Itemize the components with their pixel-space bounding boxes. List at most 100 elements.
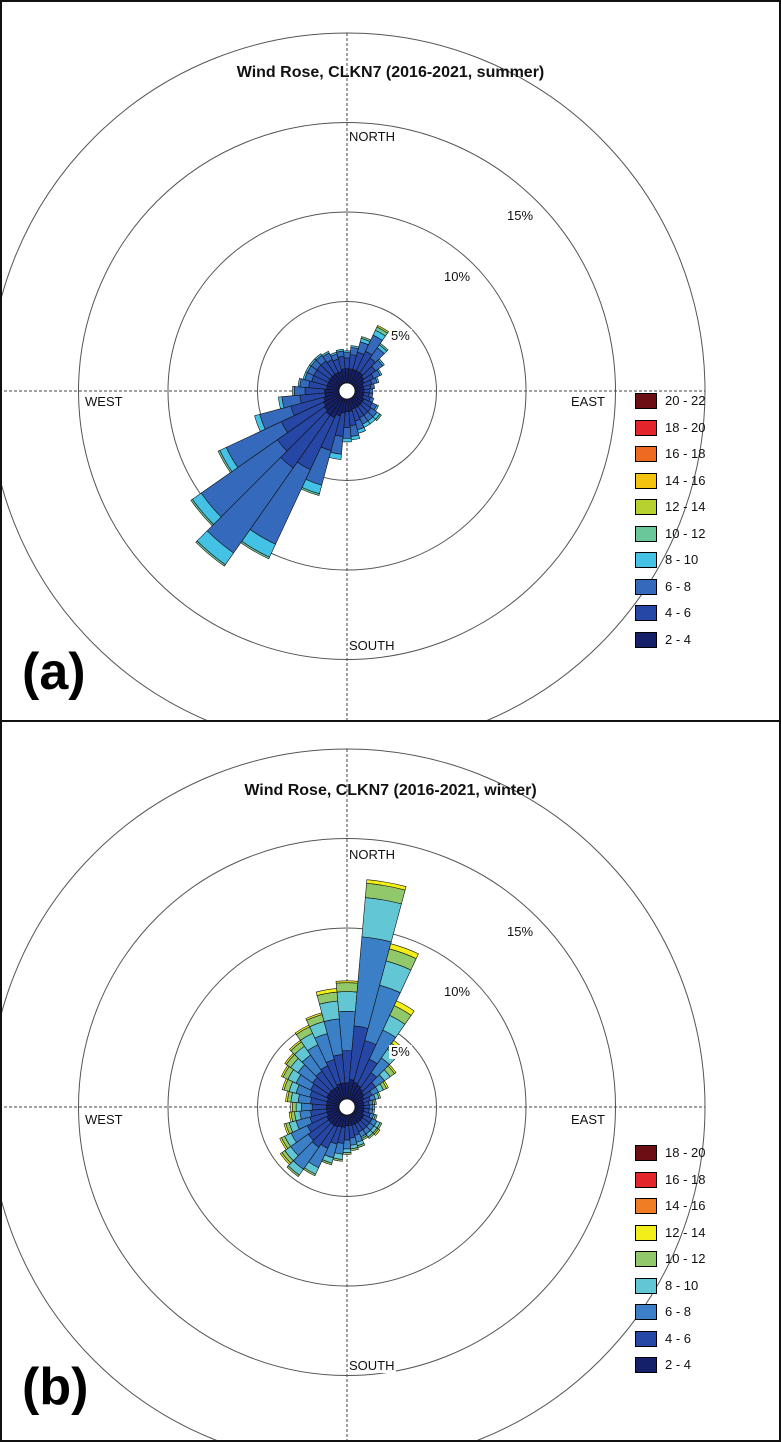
- legend-swatch: [635, 1277, 657, 1294]
- legend-entry: 10 - 12: [635, 1248, 765, 1270]
- legend-label: 16 - 18: [665, 1171, 706, 1187]
- sector-70-bin-3: [374, 376, 380, 384]
- legend-swatch: [635, 525, 657, 542]
- sector-140-bin-4: [367, 1132, 375, 1139]
- sector-270-bin-3: [295, 1102, 302, 1112]
- legend-entry: 6 - 8: [635, 1301, 765, 1323]
- legend-entry: 4 - 6: [635, 1328, 765, 1350]
- legend-swatch: [635, 419, 657, 436]
- sector-10-bin-5: [366, 879, 407, 891]
- sector-230-bin-4: [190, 498, 214, 527]
- sector-270-bin-3: [292, 385, 295, 397]
- sector-40-bin-4: [378, 342, 389, 352]
- direction-label-south: SOUTH: [348, 1358, 396, 1373]
- legend-entry: 16 - 18: [635, 1169, 765, 1191]
- sector-70-bin-4: [376, 1091, 382, 1099]
- legend-label: 4 - 6: [665, 605, 692, 620]
- sector-50-bin-3: [377, 358, 385, 367]
- legend-entry: 6 - 8: [635, 576, 765, 598]
- legend-swatch: [635, 1224, 657, 1241]
- sector-80-bin-4: [373, 1099, 377, 1105]
- sector-60-bin-5: [382, 1080, 389, 1089]
- sector-270-bin-2: [293, 386, 306, 396]
- legend-label: 10 - 12: [665, 1251, 706, 1266]
- sector-180-bin-2: [343, 1139, 351, 1150]
- legend-label: 18 - 20: [665, 419, 706, 435]
- legend-label: 6 - 8: [665, 1304, 692, 1319]
- legend-label: 12 - 14: [665, 499, 706, 514]
- legend-label: 2 - 4: [665, 1357, 692, 1372]
- sector-30-bin-5: [393, 1000, 415, 1016]
- legend-label: 20 - 22: [665, 393, 706, 408]
- legend-label: 8 - 10: [665, 1277, 699, 1293]
- sector-180-bin-4: [342, 1152, 352, 1155]
- panel-label: (b): [22, 1358, 89, 1416]
- sector-260-bin-3: [278, 396, 285, 410]
- sector-50-bin-5: [387, 1064, 397, 1075]
- sector-230-bin-5: [279, 1152, 292, 1165]
- sector-130-bin-5: [373, 1128, 381, 1136]
- legend-entry: 2 - 4: [635, 1354, 765, 1376]
- center-calm-circle: [338, 382, 356, 400]
- sector-240-bin-4: [217, 449, 233, 474]
- legend-entry: 12 - 14: [635, 496, 765, 518]
- direction-label-east: EAST: [570, 394, 606, 409]
- wind-rose-panel-winter: Wind Rose, CLKN7 (2016-2021, winter) NOR…: [0, 720, 781, 1442]
- ring-label-5: 5%: [389, 328, 412, 343]
- legend-swatch: [635, 552, 657, 568]
- legend-swatch: [635, 1304, 657, 1320]
- legend-swatch: [635, 1198, 657, 1214]
- ring-label-10: 10%: [442, 269, 473, 284]
- legend-entry: 2 - 4: [635, 629, 765, 651]
- sector-30-bin-5: [376, 324, 389, 334]
- sector-90-bin-2: [368, 388, 374, 394]
- legend-entry: 4 - 6: [635, 602, 765, 624]
- sector-240-bin-5: [279, 1137, 289, 1150]
- legend-entry: 14 - 16: [635, 1195, 765, 1217]
- sector-20-bin-5: [389, 943, 419, 960]
- legend-swatch: [635, 1357, 657, 1373]
- legend-swatch: [635, 1145, 657, 1161]
- legend-label: 2 - 4: [665, 631, 692, 647]
- legend-entry: 14 - 16: [635, 470, 765, 492]
- direction-label-north: NORTH: [348, 129, 396, 144]
- sector-130-bin-4: [375, 413, 382, 422]
- legend-entry: 18 - 20: [635, 1142, 765, 1164]
- legend-label: 6 - 8: [665, 578, 692, 594]
- direction-label-south: SOUTH: [348, 638, 396, 653]
- sector-10-bin-3: [361, 897, 402, 943]
- ring-label-15: 15%: [505, 208, 536, 223]
- legend-swatch: [635, 393, 657, 409]
- legend-label: 12 - 14: [665, 1224, 706, 1240]
- legend-swatch: [635, 605, 657, 621]
- legend-swatch: [635, 472, 657, 489]
- legend-entry: 12 - 14: [635, 1222, 765, 1244]
- sector-260-bin-5: [288, 1111, 293, 1123]
- sector-350-bin-3: [335, 348, 344, 353]
- legend-entry: 20 - 22: [635, 390, 765, 412]
- legend-entry: 8 - 10: [635, 1275, 765, 1297]
- legend-swatch: [635, 1251, 657, 1267]
- sector-90-bin-2: [368, 1104, 374, 1110]
- center-calm-circle: [338, 1098, 356, 1116]
- legend-swatch: [635, 578, 657, 595]
- legend-swatch: [635, 499, 657, 515]
- wind-rose-chart-winter: [2, 748, 706, 1440]
- legend-swatch: [635, 446, 657, 462]
- sector-180-bin-2: [342, 427, 352, 439]
- legend-label: 14 - 16: [665, 1198, 706, 1213]
- sector-0-bin-5: [335, 980, 359, 984]
- legend-swatch: [635, 1330, 657, 1347]
- sector-0-bin-4: [335, 982, 359, 993]
- sector-0-bin-3: [336, 991, 358, 1012]
- legend-swatch: [635, 631, 657, 648]
- sector-270-bin-5: [290, 1101, 293, 1113]
- chart-title: Wind Rose, CLKN7 (2016-2021, winter): [244, 782, 537, 799]
- legend-entry: 18 - 20: [635, 417, 765, 439]
- ring-label-10: 10%: [442, 984, 473, 999]
- sector-250-bin-5: [283, 1123, 290, 1135]
- legend-entry: 8 - 10: [635, 549, 765, 571]
- legend-label: 16 - 18: [665, 446, 706, 461]
- sector-250-bin-3: [254, 414, 266, 432]
- sector-270-bin-2: [301, 1102, 313, 1112]
